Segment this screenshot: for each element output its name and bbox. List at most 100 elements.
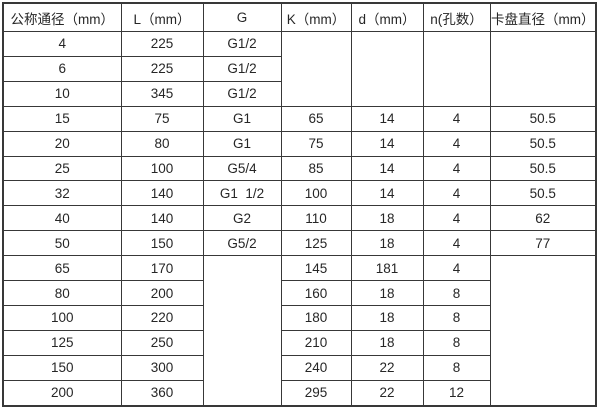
cell-l: 200 xyxy=(120,280,204,306)
cell-dn: 50 xyxy=(2,230,122,257)
cell-l: 225 xyxy=(120,31,204,57)
cell-clamp: 50.5 xyxy=(489,105,597,132)
cell-dn: 6 xyxy=(2,55,122,82)
merged-empty-cell-g xyxy=(202,255,282,407)
cell-n: 4 xyxy=(422,155,491,182)
merged-empty-cell-clamp xyxy=(489,255,597,407)
table-row: 125 250 210 18 8 xyxy=(2,329,596,356)
cell-g: G1/2 xyxy=(202,31,282,57)
header-nominal-diameter: 公称通径（mm） xyxy=(2,2,122,32)
table-row: 65 170 145 181 4 xyxy=(2,255,597,407)
cell-d: 18 xyxy=(350,304,424,331)
cell-d: 14 xyxy=(350,105,424,132)
cell-k: 75 xyxy=(280,130,352,157)
cell-n: 8 xyxy=(422,304,491,331)
cell-k: 210 xyxy=(280,329,352,356)
cell-l: 100 xyxy=(120,155,204,182)
cell-n: 8 xyxy=(422,354,491,381)
cell-k: 110 xyxy=(280,205,352,232)
cell-l: 80 xyxy=(120,130,204,157)
header-n-holes: n(孔数） xyxy=(422,2,491,32)
cell-dn: 80 xyxy=(2,280,122,306)
table-row: 6 225 G1/2 xyxy=(2,55,596,82)
cell-l: 250 xyxy=(120,329,204,356)
table-row: 32 140 G1 1/2 100 14 4 50.5 xyxy=(2,180,597,207)
cell-k: 180 xyxy=(280,304,352,331)
cell-g: G1/2 xyxy=(202,80,282,107)
cell-n: 4 xyxy=(422,205,491,232)
cell-k: 125 xyxy=(280,230,352,257)
cell-g: G2 xyxy=(202,205,282,232)
cell-dn: 65 xyxy=(2,255,122,282)
table-row: 50 150 G5/2 125 18 4 77 xyxy=(2,230,597,257)
cell-k: 240 xyxy=(280,354,352,381)
cell-n: 8 xyxy=(422,280,491,306)
cell-dn: 100 xyxy=(2,304,122,331)
table-row: 15 75 G1 65 14 4 50.5 xyxy=(2,105,597,132)
merged-empty-cell-d xyxy=(350,31,424,107)
cell-n: 12 xyxy=(422,379,491,407)
cell-d: 18 xyxy=(350,329,424,356)
cell-dn: 4 xyxy=(2,31,122,57)
cell-clamp: 62 xyxy=(489,205,597,232)
header-row: 公称通径（mm） L（mm） G K（mm） d（mm） n(孔数） 卡盘直径（… xyxy=(2,2,597,32)
cell-dn: 32 xyxy=(2,180,122,207)
table-row: 150 300 240 22 8 xyxy=(2,354,596,381)
cell-n: 4 xyxy=(422,130,491,157)
table-row: 20 80 G1 75 14 4 50.5 xyxy=(2,130,597,157)
cell-dn: 10 xyxy=(2,80,122,107)
cell-l: 140 xyxy=(120,205,204,232)
merged-empty-cell-clamp xyxy=(489,31,597,107)
cell-n: 4 xyxy=(422,230,491,257)
cell-l: 360 xyxy=(120,379,204,407)
cell-d: 18 xyxy=(350,280,424,306)
cell-k: 65 xyxy=(280,105,352,132)
cell-g: G5/2 xyxy=(202,230,282,257)
cell-n: 4 xyxy=(422,255,491,282)
cell-d: 14 xyxy=(350,180,424,207)
cell-l: 150 xyxy=(120,230,204,257)
table-row: 4 225 G1/2 xyxy=(2,31,597,107)
cell-l: 140 xyxy=(120,180,204,207)
cell-n: 4 xyxy=(422,105,491,132)
header-l: L（mm） xyxy=(120,2,204,32)
cell-dn: 200 xyxy=(2,379,122,407)
cell-d: 18 xyxy=(350,205,424,232)
header-g: G xyxy=(202,2,282,32)
cell-k: 160 xyxy=(280,280,352,306)
header-d: d（mm） xyxy=(350,2,424,32)
cell-g: G1 xyxy=(202,105,282,132)
cell-k: 100 xyxy=(280,180,352,207)
cell-dn: 40 xyxy=(2,205,122,232)
cell-l: 170 xyxy=(120,255,204,282)
cell-dn: 150 xyxy=(2,354,122,381)
cell-l: 300 xyxy=(120,354,204,381)
cell-g: G1 1/2 xyxy=(202,180,282,207)
cell-dn: 125 xyxy=(2,329,122,356)
cell-l: 345 xyxy=(120,80,204,107)
cell-k: 295 xyxy=(280,379,352,407)
table-row: 200 360 295 22 12 xyxy=(2,379,596,407)
cell-d: 181 xyxy=(350,255,424,282)
table-row: 80 200 160 18 8 xyxy=(2,280,596,306)
cell-d: 22 xyxy=(350,379,424,407)
cell-clamp: 50.5 xyxy=(489,180,597,207)
header-k: K（mm） xyxy=(280,2,352,32)
cell-n: 4 xyxy=(422,180,491,207)
cell-l: 75 xyxy=(120,105,204,132)
cell-g: G5/4 xyxy=(202,155,282,182)
merged-empty-cell-n xyxy=(422,31,491,107)
cell-g: G1/2 xyxy=(202,55,282,82)
cell-l: 220 xyxy=(120,304,204,331)
pipe-spec-table: 公称通径（mm） L（mm） G K（mm） d（mm） n(孔数） 卡盘直径（… xyxy=(2,2,597,407)
cell-n: 8 xyxy=(422,329,491,356)
cell-dn: 15 xyxy=(2,105,122,132)
cell-k: 85 xyxy=(280,155,352,182)
cell-clamp: 77 xyxy=(489,230,597,257)
header-clamp-diameter: 卡盘直径（mm） xyxy=(489,2,597,32)
cell-clamp: 50.5 xyxy=(489,155,597,182)
cell-k: 145 xyxy=(280,255,352,282)
cell-dn: 25 xyxy=(2,155,122,182)
cell-l: 225 xyxy=(120,55,204,82)
cell-g: G1 xyxy=(202,130,282,157)
